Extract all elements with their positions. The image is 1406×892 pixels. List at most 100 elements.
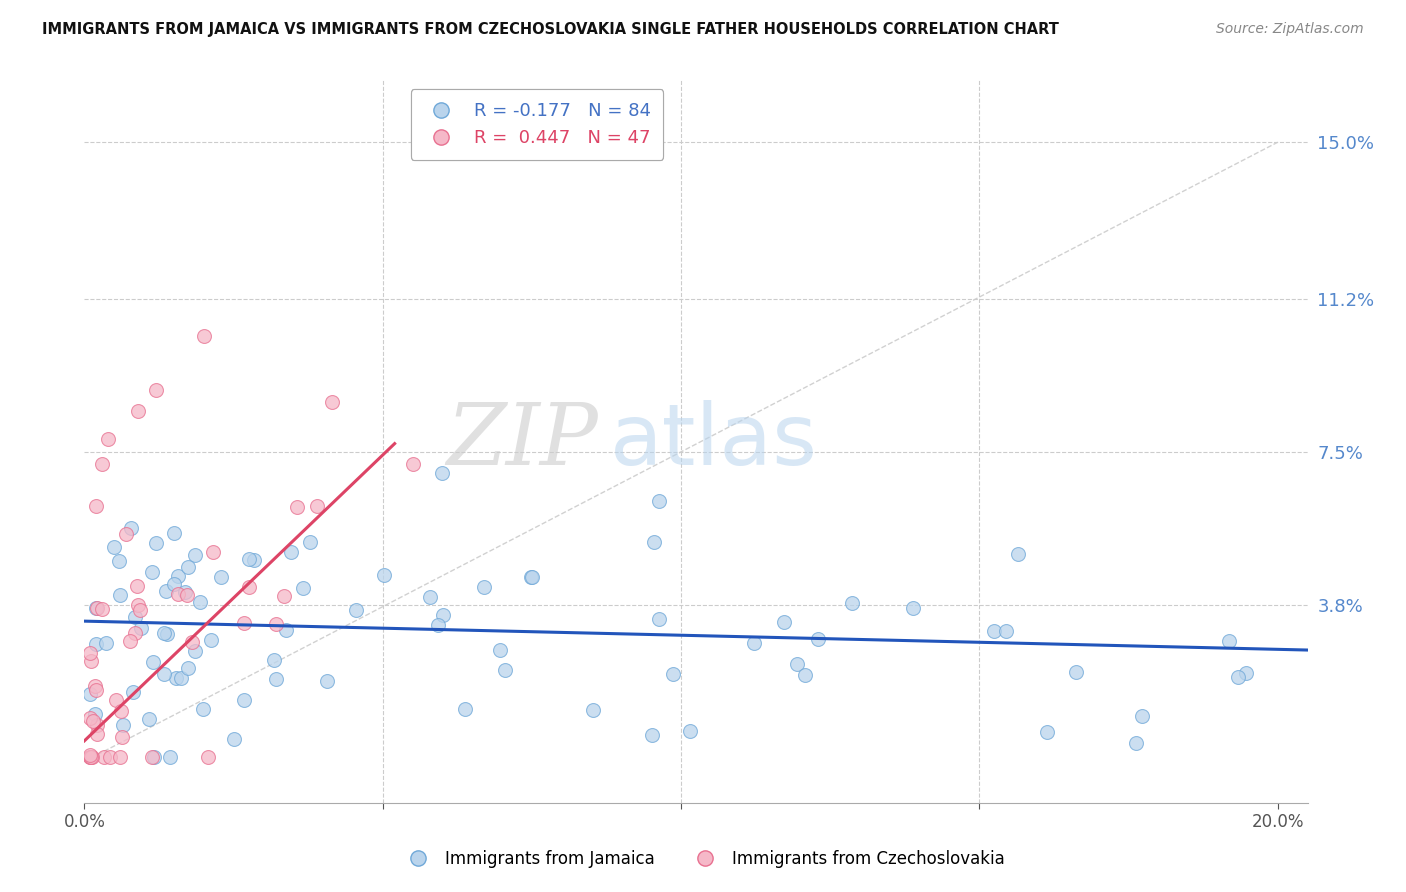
Point <box>82 750 104 764</box>
Point <box>401 457 423 471</box>
Point <box>163 525 186 540</box>
Point <box>127 403 149 417</box>
Point <box>155 583 177 598</box>
Point <box>238 552 260 566</box>
Point <box>1226 670 1249 684</box>
Point <box>86 718 108 732</box>
Point <box>786 657 808 671</box>
Point <box>112 718 135 732</box>
Point <box>79 711 101 725</box>
Point <box>80 750 103 764</box>
Point <box>84 499 107 513</box>
Point <box>83 679 105 693</box>
Point <box>79 646 101 660</box>
Point <box>202 544 225 558</box>
Point <box>233 693 256 707</box>
Point <box>181 634 204 648</box>
Point <box>79 750 101 764</box>
Point <box>274 623 297 637</box>
Point <box>1035 724 1057 739</box>
Point <box>86 601 108 615</box>
Text: Source: ZipAtlas.com: Source: ZipAtlas.com <box>1216 22 1364 37</box>
Point <box>243 552 266 566</box>
Point <box>224 731 246 746</box>
Point <box>121 685 143 699</box>
Point <box>520 570 543 584</box>
Point <box>83 706 105 721</box>
Point <box>648 494 671 508</box>
Point <box>176 588 198 602</box>
Point <box>209 570 232 584</box>
Point <box>167 587 190 601</box>
Point <box>141 565 163 579</box>
Point <box>107 554 129 568</box>
Point <box>264 672 287 686</box>
Point <box>90 601 112 615</box>
Point <box>129 621 152 635</box>
Point <box>124 609 146 624</box>
Point <box>142 750 165 764</box>
Point <box>153 666 176 681</box>
Text: ZIP: ZIP <box>446 401 598 483</box>
Point <box>94 636 117 650</box>
Point <box>299 534 322 549</box>
Point <box>772 615 794 630</box>
Point <box>184 644 207 658</box>
Point <box>110 704 132 718</box>
Point <box>156 627 179 641</box>
Point <box>163 577 186 591</box>
Point <box>264 616 287 631</box>
Point <box>84 637 107 651</box>
Point <box>1130 709 1153 723</box>
Point <box>454 702 477 716</box>
Point <box>165 671 187 685</box>
Text: IMMIGRANTS FROM JAMAICA VS IMMIGRANTS FROM CZECHOSLOVAKIA SINGLE FATHER HOUSEHOL: IMMIGRANTS FROM JAMAICA VS IMMIGRANTS FR… <box>42 22 1059 37</box>
Point <box>84 600 107 615</box>
Legend: Immigrants from Jamaica, Immigrants from Czechoslovakia: Immigrants from Jamaica, Immigrants from… <box>395 844 1011 875</box>
Point <box>120 521 142 535</box>
Point <box>86 726 108 740</box>
Point <box>494 663 516 677</box>
Point <box>426 617 449 632</box>
Point <box>994 624 1017 638</box>
Point <box>145 535 167 549</box>
Point <box>193 329 215 343</box>
Point <box>118 634 141 648</box>
Point <box>742 636 765 650</box>
Point <box>91 457 114 471</box>
Point <box>901 601 924 615</box>
Point <box>108 588 131 602</box>
Point <box>98 750 121 764</box>
Point <box>1125 736 1147 750</box>
Point <box>153 626 176 640</box>
Point <box>489 643 512 657</box>
Point <box>582 703 605 717</box>
Point <box>142 656 165 670</box>
Point <box>108 750 131 764</box>
Point <box>93 750 115 764</box>
Point <box>238 580 260 594</box>
Point <box>177 560 200 574</box>
Point <box>115 527 138 541</box>
Point <box>520 570 543 584</box>
Point <box>79 750 101 764</box>
Point <box>1007 547 1029 561</box>
Point <box>184 548 207 562</box>
Point <box>983 624 1005 638</box>
Point <box>640 728 662 742</box>
Point <box>128 602 150 616</box>
Point <box>472 580 495 594</box>
Point <box>141 750 163 764</box>
Point <box>794 668 817 682</box>
Point <box>273 589 295 603</box>
Point <box>177 661 200 675</box>
Point <box>1234 666 1257 681</box>
Point <box>79 747 101 762</box>
Point <box>105 693 128 707</box>
Point <box>662 667 685 681</box>
Point <box>316 673 339 688</box>
Point <box>679 724 702 739</box>
Point <box>344 602 367 616</box>
Point <box>167 569 190 583</box>
Point <box>321 394 343 409</box>
